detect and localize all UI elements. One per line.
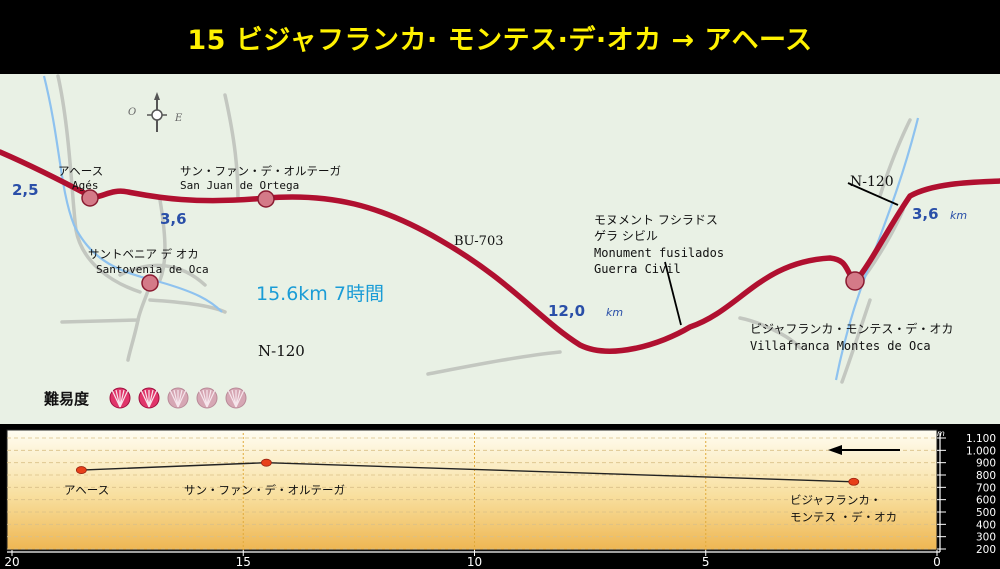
minor-road [426,350,562,376]
scallop-shell-icon [167,387,189,409]
elevation-point [75,466,87,474]
profile-y-tick-label: 400 [976,519,996,531]
profile-label-villafranca-1: ビジャフランカ・ [790,493,881,507]
monument-es-line2: Guerra Civil [594,262,681,276]
monument-pointer [664,261,682,326]
road-label-bu703: BU-703 [454,234,504,249]
road-label-n120-east: N-120 [850,174,894,190]
profile-y-tick-label: 300 [976,532,996,544]
page-title: 15 ビジャフランカ· モンテス·デ·オカ → アヘース [187,24,813,56]
elevation-profile-panel [6,429,938,551]
direction-arrow-icon [828,445,900,455]
place-san-juan-es: San Juan de Ortega [180,179,299,192]
profile-x-tick-label: 10 [467,555,482,569]
profile-y-tick-label: 500 [976,507,996,519]
town-marker-ages [81,189,99,207]
profile-x-tick-label: 5 [702,555,710,569]
profile-label-villafranca-2: モンテス ・デ・オカ [790,510,897,524]
scallop-shell-icon [109,387,131,409]
compass-east-label: E [174,113,183,124]
profile-x-tick-label: 0 [933,555,941,569]
profile-y-unit: m [937,429,945,438]
place-villafranca-es: Villafranca Montes de Oca [750,339,931,353]
elevation-profile-line [75,458,860,486]
place-santovenia-es: Santovenia de Oca [96,263,209,276]
profile-y-tick-label: 600 [976,495,996,507]
profile-grid [7,433,937,550]
compass-west-label: O [128,107,136,118]
difficulty-label: 難易度 [44,390,90,408]
segment-distance-2: 3,6 [160,210,187,228]
camino-route [0,149,1000,354]
minor-road [223,93,240,202]
profile-label-san-juan: サン・ファン・デ・オルテーガ [184,483,345,497]
town-marker-santovenia [141,274,159,292]
compass-icon: O E [128,92,183,132]
place-ages-es: Agés [72,179,99,192]
place-san-juan-jp: サン・ファン・デ・オルテーガ [180,164,341,178]
profile-y-tick-label: 1.000 [966,445,996,457]
place-ages-jp: アヘース [58,164,103,178]
scallop-shell-icon [196,387,218,409]
town-markers [81,189,865,292]
place-santovenia-jp: サントベニア デ オカ [88,247,199,261]
scallop-shell-icon [138,387,160,409]
profile-y-tick-label: 700 [976,482,996,494]
segment-unit-3: km [606,306,623,319]
profile-y-tick-label: 1.100 [966,433,996,445]
segment-distance-4: 3,6 [912,205,939,223]
profile-label-ages: アヘース [64,483,109,497]
segment-unit-4: km [950,209,967,222]
route-summary: 15.6km 7時間 [256,283,384,305]
profile-x-tick-label: 15 [236,555,251,569]
minor-road [738,316,802,350]
title-bar: 15 ビジャフランカ· モンテス·デ·オカ → アヘース [0,0,1000,74]
monument-jp-line1: モヌメント フシラドス [594,213,718,227]
profile-y-tick-label: 200 [976,544,996,556]
monument-es-line1: Monument fusilados [594,246,724,260]
difficulty-rating [109,387,247,409]
segment-distance-3: 12,0 [548,302,585,320]
minor-road [878,118,912,198]
river [42,75,223,313]
minor-road [840,298,872,384]
profile-x-tick-label: 20 [4,555,19,569]
profile-y-tick-label: 800 [976,470,996,482]
town-marker-san-juan [257,190,275,208]
elevation-point [848,477,860,486]
monument-jp-line2: ゲラ シビル [594,229,658,243]
segment-distance-1: 2,5 [12,181,39,199]
town-marker-villafranca [845,271,865,291]
elevation-point [260,458,272,467]
scallop-shell-icon [225,387,247,409]
place-villafranca-jp: ビジャフランカ・モンテス・デ・オカ [750,321,953,336]
profile-y-tick-label: 900 [976,458,996,470]
minor-road [158,198,167,282]
road-label-n120-west: N-120 [258,342,305,360]
minor-road [126,318,140,362]
n120-pointer [847,182,899,206]
